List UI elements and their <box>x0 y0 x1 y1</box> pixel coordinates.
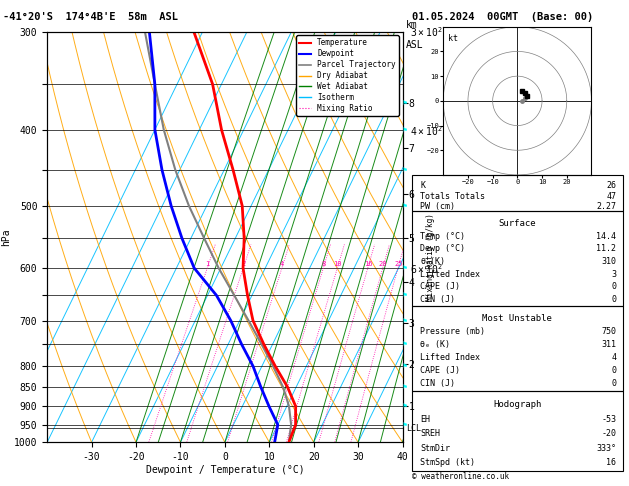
Text: Pressure (mb): Pressure (mb) <box>420 327 486 336</box>
Text: Hodograph: Hodograph <box>493 400 542 409</box>
Text: 0: 0 <box>611 282 616 291</box>
Text: 0: 0 <box>611 366 616 375</box>
Text: 16: 16 <box>606 458 616 468</box>
Text: Totals Totals: Totals Totals <box>420 191 486 201</box>
Text: ⚑: ⚑ <box>403 203 407 209</box>
Text: ASL: ASL <box>406 40 424 50</box>
Text: ⚑: ⚑ <box>403 265 407 271</box>
Text: CAPE (J): CAPE (J) <box>420 366 460 375</box>
Text: SREH: SREH <box>420 429 440 438</box>
Text: 01.05.2024  00GMT  (Base: 00): 01.05.2024 00GMT (Base: 00) <box>412 12 593 22</box>
Text: 16: 16 <box>364 261 372 267</box>
X-axis label: Dewpoint / Temperature (°C): Dewpoint / Temperature (°C) <box>145 465 304 475</box>
Text: 10: 10 <box>333 261 342 267</box>
Text: 25: 25 <box>394 261 403 267</box>
Text: ⚑: ⚑ <box>403 341 407 347</box>
Text: K: K <box>420 181 425 190</box>
Text: kt: kt <box>448 34 458 43</box>
Text: ⚑: ⚑ <box>403 422 407 428</box>
Text: ⚑: ⚑ <box>403 317 407 324</box>
Text: Lifted Index: Lifted Index <box>420 270 481 278</box>
Text: 4: 4 <box>280 261 284 267</box>
Text: StmSpd (kt): StmSpd (kt) <box>420 458 476 468</box>
Text: Dewp (°C): Dewp (°C) <box>420 244 465 253</box>
Text: 14.4: 14.4 <box>596 232 616 241</box>
Legend: Temperature, Dewpoint, Parcel Trajectory, Dry Adiabat, Wet Adiabat, Isotherm, Mi: Temperature, Dewpoint, Parcel Trajectory… <box>296 35 399 116</box>
Text: 333°: 333° <box>596 444 616 453</box>
Text: StmDir: StmDir <box>420 444 450 453</box>
Text: CIN (J): CIN (J) <box>420 295 455 304</box>
Text: ⚑: ⚑ <box>403 127 407 133</box>
Text: CAPE (J): CAPE (J) <box>420 282 460 291</box>
Text: ⚑: ⚑ <box>403 100 407 106</box>
Text: LCL: LCL <box>406 424 421 433</box>
Text: ⚑: ⚑ <box>403 292 407 298</box>
Text: CIN (J): CIN (J) <box>420 380 455 388</box>
Text: -53: -53 <box>601 415 616 424</box>
Text: 8: 8 <box>321 261 326 267</box>
Text: 3: 3 <box>611 270 616 278</box>
Text: PW (cm): PW (cm) <box>420 202 455 211</box>
Text: Most Unstable: Most Unstable <box>482 314 552 323</box>
Text: -20: -20 <box>601 429 616 438</box>
Text: ⚑: ⚑ <box>403 167 407 173</box>
Text: θₑ(K): θₑ(K) <box>420 257 445 266</box>
Text: 1: 1 <box>206 261 210 267</box>
Text: Mixing Ratio (g/kg): Mixing Ratio (g/kg) <box>426 213 435 301</box>
Text: 311: 311 <box>601 340 616 349</box>
Text: 310: 310 <box>601 257 616 266</box>
Text: θₑ (K): θₑ (K) <box>420 340 450 349</box>
Text: 0: 0 <box>611 380 616 388</box>
Text: ⚑: ⚑ <box>403 384 407 390</box>
Text: 2.27: 2.27 <box>596 202 616 211</box>
Text: 750: 750 <box>601 327 616 336</box>
Text: 11.2: 11.2 <box>596 244 616 253</box>
Text: 20: 20 <box>379 261 387 267</box>
Text: 4: 4 <box>611 353 616 362</box>
Text: Lifted Index: Lifted Index <box>420 353 481 362</box>
Text: km: km <box>406 19 418 30</box>
Text: ⚑: ⚑ <box>403 403 407 409</box>
Text: 47: 47 <box>606 191 616 201</box>
Text: ⚑: ⚑ <box>403 363 407 369</box>
Text: 0: 0 <box>611 295 616 304</box>
Text: 2: 2 <box>242 261 246 267</box>
Text: Temp (°C): Temp (°C) <box>420 232 465 241</box>
Text: EH: EH <box>420 415 430 424</box>
Text: 26: 26 <box>606 181 616 190</box>
Text: © weatheronline.co.uk: © weatheronline.co.uk <box>412 472 509 481</box>
Text: Surface: Surface <box>499 219 536 228</box>
Text: -41°20'S  174°4B'E  58m  ASL: -41°20'S 174°4B'E 58m ASL <box>3 12 178 22</box>
Y-axis label: hPa: hPa <box>1 228 11 246</box>
